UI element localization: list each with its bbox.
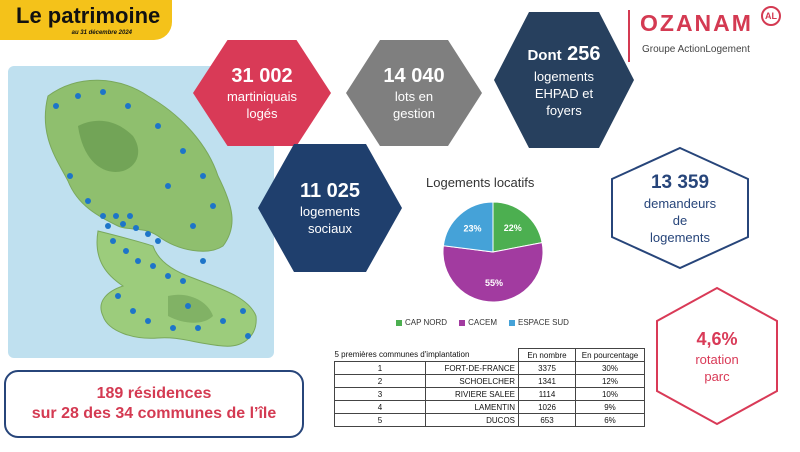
logo-brand: OZANAM (640, 10, 753, 37)
legend-item: ESPACE SUD (508, 318, 569, 327)
stat-sociaux-hexagon: 11 025 logements sociaux (258, 144, 402, 272)
table-cell-rank: 4 (334, 400, 426, 414)
stat-ehpad-label-1: logements (534, 68, 594, 84)
table-cell-rank: 3 (334, 387, 426, 401)
legend-swatch (396, 319, 402, 326)
stat-loges-value: 31 002 (231, 65, 293, 87)
hexagon-outline-rotation-icon (656, 286, 778, 426)
chart-legend: CAP NORD CACEM ESPACE SUD (396, 318, 569, 327)
table-cell-commune: RIVIERE SALEE (425, 387, 519, 401)
table-cell-rank: 1 (334, 361, 426, 375)
stat-rotation-label-2: parc (704, 369, 730, 384)
table-cell-pct: 9% (575, 400, 645, 414)
stat-lots-value: 14 040 (383, 65, 445, 87)
stat-loges-hexagon: 31 002 martiniquais logés (193, 40, 331, 146)
title-banner: Le patrimoine au 31 décembre 2024 (0, 0, 172, 40)
stat-demandeurs-hexagon: 13 359 demandeurs de logements (610, 146, 750, 270)
table-header-row: 5 premières communes d'implantation En n… (334, 348, 645, 362)
stat-ehpad-hexagon: Dont 256 logements EHPAD et foyers (494, 12, 634, 148)
island-map-graphic (44, 79, 257, 347)
logo-brand-text: OZANAM (640, 10, 753, 36)
legend-label: CACEM (468, 318, 497, 327)
table-cell-rank: 5 (334, 413, 426, 427)
legend-item: CAP NORD (396, 318, 447, 327)
page-title: Le patrimoine (16, 3, 161, 28)
table-cell-nombre: 3375 (518, 361, 576, 375)
table-cell-commune: SCHOELCHER (425, 374, 519, 388)
legend-swatch (508, 319, 515, 326)
pie-label: 55% (485, 278, 503, 288)
residences-line-1: 189 résidences (96, 385, 212, 402)
table-caption: 5 premières communes d'implantation (334, 350, 470, 360)
pie-chart: 22% 55% 23% (442, 201, 544, 303)
stat-demandeurs-label-3: logements (650, 229, 710, 245)
stat-ehpad-prefix: Dont (527, 46, 562, 64)
legend-label: CAP NORD (405, 318, 448, 327)
table-cell-pct: 30% (575, 361, 645, 375)
stat-rotation-value: 4,6% (696, 329, 738, 349)
pie-slice-cacem (442, 242, 544, 303)
table-cell-nombre: 1114 (518, 387, 576, 401)
logo-badge: AL (761, 6, 781, 26)
pie-slice-espace-sud (442, 201, 494, 253)
legend-label: ESPACE SUD (517, 318, 569, 327)
stat-ehpad-label-2: EHPAD et (534, 85, 594, 101)
stat-demandeurs-value: 13 359 (650, 171, 710, 193)
stat-demandeurs-label-1: demandeurs (643, 195, 717, 211)
stat-ehpad-label-3: foyers (546, 102, 582, 118)
table-row: 4 LAMENTIN 1026 9% (334, 400, 645, 414)
stat-demandeurs-label-2: de (672, 212, 688, 228)
table-cell-commune: DUCOS (425, 413, 519, 427)
stat-rotation-label-1: rotation (695, 352, 739, 367)
table-cell-nombre: 1026 (518, 400, 576, 414)
stat-sociaux-label-1: logements (300, 204, 360, 219)
table-cell-rank: 2 (334, 374, 426, 388)
stat-sociaux-label-2: sociaux (307, 221, 353, 236)
table-header-pct: En pourcentage (575, 348, 645, 362)
table-row: 1 FORT-DE-FRANCE 3375 30% (334, 361, 645, 375)
stat-lots-hexagon: 14 040 lots en gestion (346, 40, 482, 146)
table-row: 3 RIVIERE SALEE 1114 10% (334, 387, 645, 401)
table-cell-pct: 6% (575, 413, 645, 427)
table-cell-pct: 10% (575, 387, 645, 401)
stat-ehpad-value: 256 (567, 42, 601, 65)
table-row: 5 DUCOS 653 6% (334, 413, 645, 427)
table-row: 2 SCHOELCHER 1341 12% (334, 374, 645, 388)
hexagon-outline-icon (611, 146, 749, 270)
pie-slice-cap-nord (492, 201, 543, 253)
pie-label: 22% (504, 223, 522, 233)
table-cell-nombre: 653 (518, 413, 576, 427)
table-header-nombre: En nombre (518, 348, 576, 362)
residences-line-2: sur 28 des 34 communes de l’île (31, 405, 277, 422)
stat-rotation-hexagon: 4,6% rotation parc (655, 286, 779, 426)
residences-box: 189 résidences sur 28 des 34 communes de… (4, 370, 304, 438)
table-cell-pct: 12% (575, 374, 645, 388)
communes-table: 5 premières communes d'implantation En n… (334, 348, 645, 427)
table-cell-commune: FORT-DE-FRANCE (425, 361, 519, 375)
legend-item: CACEM (459, 318, 497, 327)
logo-divider (628, 10, 630, 62)
table-cell-commune: LAMENTIN (425, 400, 519, 414)
pie-label: 23% (463, 224, 481, 234)
stat-loges-label-2: logés (246, 106, 278, 121)
legend-swatch (459, 319, 466, 326)
stat-loges-label-1: martiniquais (226, 89, 298, 104)
page-date: au 31 décembre 2024 (71, 30, 132, 36)
logo-subtitle: Groupe ActionLogement (642, 44, 750, 55)
table-cell-nombre: 1341 (518, 374, 576, 388)
stat-lots-label-1: lots en (394, 89, 434, 104)
stat-sociaux-value: 11 025 (299, 180, 361, 202)
chart-title: Logements locatifs (426, 175, 535, 190)
stat-lots-label-2: gestion (393, 106, 435, 121)
